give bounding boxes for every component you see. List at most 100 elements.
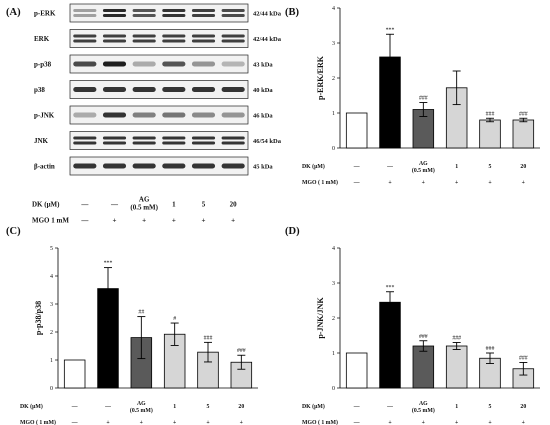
- bar: [445, 345, 468, 389]
- blot-mgo-value: +: [231, 217, 235, 225]
- blot-band: [132, 141, 156, 145]
- blot-band: [102, 141, 127, 145]
- bar: [512, 119, 535, 149]
- mgo-value: —: [353, 420, 360, 425]
- blot-strip: [69, 54, 249, 74]
- y-tick-label: 0: [332, 386, 335, 392]
- significance-label: ###: [486, 346, 495, 352]
- y-tick-label: 0: [50, 386, 53, 392]
- dk-value: AG: [137, 401, 146, 407]
- blot-band: [73, 9, 97, 12]
- dk-value: —: [71, 404, 78, 410]
- blot-band: [162, 141, 186, 145]
- blot-band: [73, 112, 97, 118]
- y-tick-label: 1: [332, 111, 335, 117]
- mgo-value: +: [422, 180, 425, 186]
- blot-band: [191, 141, 216, 145]
- dk-value: AG: [419, 161, 428, 167]
- blot-band: [191, 14, 216, 17]
- significance-label: ###: [519, 111, 528, 117]
- blot-row-label: p38: [34, 86, 45, 94]
- y-tick-label: 2: [332, 316, 335, 322]
- blot-band: [162, 9, 186, 12]
- bar: [345, 112, 368, 149]
- blot-band: [102, 14, 127, 17]
- blot-band: [102, 39, 127, 43]
- blot-band: [221, 9, 245, 12]
- dk-value: 5: [489, 404, 492, 410]
- mgo-value: +: [388, 180, 391, 186]
- chart-p-erk: 0 1 2 3 4 p-ERK/ERK *** ### ### ### DK (μM) MGO ( 1…: [302, 6, 540, 186]
- dk-value: (0.5 mM): [412, 407, 435, 414]
- blot-kda-label: 42/44 kDa: [253, 11, 282, 18]
- y-tick-label: 5: [50, 246, 53, 252]
- mgo-value: +: [140, 420, 143, 425]
- y-tick-label: 4: [332, 246, 335, 252]
- blot-dk-value: 5: [202, 201, 206, 209]
- blot-band: [191, 136, 216, 140]
- blot-band: [73, 87, 97, 92]
- blot-dk-value: AG: [139, 196, 150, 204]
- y-tick-label: 2: [332, 76, 335, 82]
- blot-dk-label: DK (μM): [32, 201, 60, 209]
- mgo-value: —: [353, 180, 360, 186]
- bar: [379, 301, 401, 389]
- blot-strip: [69, 105, 249, 125]
- significance-label: ###: [204, 335, 213, 341]
- blot-band: [191, 87, 216, 92]
- y-axis-label: p-p38/p38: [34, 301, 43, 335]
- blot-dk-value: (0.5 mM): [130, 204, 158, 212]
- blot-band: [132, 112, 156, 118]
- blot-band: [132, 39, 156, 43]
- blot-band: [162, 14, 186, 17]
- blot-dk-value: —: [110, 201, 119, 209]
- blot-band: [191, 61, 216, 67]
- y-tick-label: 4: [332, 6, 335, 12]
- bar: [412, 345, 435, 389]
- y-axis-label: p-JNK/JNK: [316, 297, 325, 339]
- significance-label: ###: [237, 348, 246, 354]
- blot-band: [102, 136, 127, 140]
- y-tick-label: 3: [332, 281, 335, 287]
- blot-row-label: p-p38: [34, 61, 52, 69]
- mgo-value: —: [71, 420, 78, 425]
- y-tick-label: 2: [50, 330, 53, 336]
- blot-mgo-value: —: [80, 217, 89, 225]
- dk-label: DK (μM): [302, 163, 325, 170]
- mgo-value: +: [522, 180, 525, 186]
- dk-value: (0.5 mM): [130, 407, 153, 414]
- blot-kda-label: 43 kDa: [253, 62, 273, 69]
- blot-band: [73, 136, 97, 140]
- mgo-value: +: [455, 180, 458, 186]
- blot-band: [102, 9, 127, 12]
- blot-band: [221, 39, 245, 43]
- mgo-label: MGO ( 1 mM): [302, 419, 338, 425]
- significance-label: #: [173, 316, 176, 322]
- blot-kda-label: 46/54 kDa: [253, 138, 282, 145]
- significance-label: ##: [138, 310, 144, 316]
- dk-value: 20: [238, 404, 244, 410]
- blot-band: [73, 141, 97, 145]
- blot-row-label: JNK: [34, 137, 49, 145]
- mgo-label: MGO ( 1 mM): [20, 419, 56, 425]
- blot-band: [132, 87, 156, 92]
- blot-strip: [69, 131, 249, 150]
- mgo-value: +: [106, 420, 109, 425]
- blot-band: [102, 112, 127, 118]
- blot-band: [132, 136, 156, 140]
- blot-band: [221, 87, 245, 92]
- mgo-value: +: [422, 420, 425, 425]
- panel-label-a: (A): [6, 7, 21, 18]
- mgo-value: +: [206, 420, 209, 425]
- dk-value: (0.5 mM): [412, 167, 435, 174]
- dk-value: 20: [520, 164, 526, 170]
- blot-row-label: p-ERK: [34, 10, 56, 18]
- blot-band: [221, 141, 245, 145]
- dk-value: AG: [419, 401, 428, 407]
- bar: [479, 119, 501, 149]
- mgo-value: +: [488, 180, 491, 186]
- blot-dk-value: 20: [230, 201, 238, 209]
- dk-value: 5: [489, 164, 492, 170]
- dk-label: DK (μM): [302, 403, 325, 410]
